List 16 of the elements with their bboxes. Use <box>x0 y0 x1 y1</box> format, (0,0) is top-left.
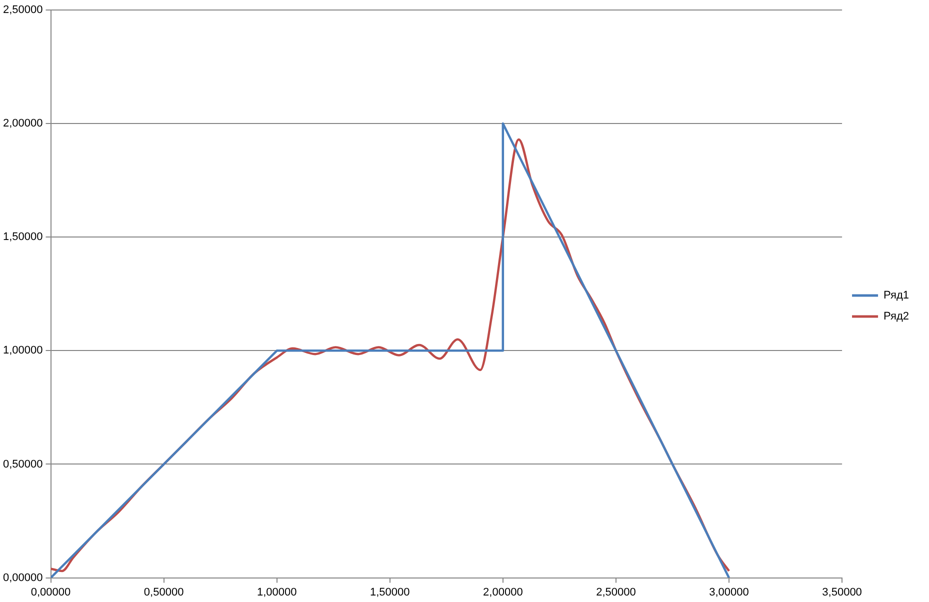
x-tick-label: 3,50000 <box>822 586 862 598</box>
legend-label: Ряд1 <box>884 290 910 302</box>
y-tick-label: 0,50000 <box>2 458 43 470</box>
x-tick-label: 2,00000 <box>483 586 523 598</box>
x-tick-label: 2,50000 <box>596 586 636 598</box>
x-tick-label: 0,50000 <box>144 586 184 598</box>
legend-label: Ряд2 <box>884 310 910 323</box>
x-tick-label: 1,00000 <box>256 586 297 598</box>
y-tick-label: 2,50000 <box>2 4 43 16</box>
x-tick-label: 1,50000 <box>370 586 410 598</box>
y-tick-label: 2,00000 <box>2 118 43 130</box>
y-tick-label: 1,00000 <box>2 344 43 357</box>
x-tick-label: 3,00000 <box>709 586 749 598</box>
y-tick-label: 1,50000 <box>2 231 43 244</box>
x-tick-label: 0,00000 <box>30 586 71 598</box>
y-tick-label: 0,00000 <box>2 572 43 584</box>
